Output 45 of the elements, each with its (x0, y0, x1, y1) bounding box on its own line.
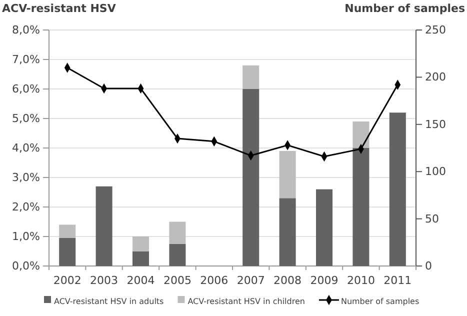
y2-tick-label: 150 (425, 118, 446, 131)
x-tick-label: 2002 (53, 274, 82, 287)
bar (316, 189, 333, 266)
legend-label: ACV-resistant HSV in children (188, 297, 305, 306)
y-axis-title: ACV-resistant HSV (2, 2, 116, 15)
y-tick-label: 4,0% (12, 142, 40, 155)
bar (279, 198, 296, 266)
y-tick-label: 3,0% (12, 171, 40, 184)
x-tick-label: 2010 (346, 274, 375, 287)
bar (132, 236, 150, 252)
y2-tick-label: 200 (425, 70, 446, 84)
x-tick-label: 2007 (236, 274, 265, 287)
bar (242, 65, 260, 89)
bar (59, 224, 76, 238)
y-tick-label: 8,0% (12, 24, 40, 37)
bar (352, 121, 370, 148)
legend-label: ACV-resistant HSV in adults (54, 297, 164, 306)
y2-axis-title: Number of samples (344, 2, 466, 15)
y2-tick-label: 0 (425, 260, 432, 273)
y-tick-label: 0,0% (12, 260, 40, 273)
bar (132, 251, 150, 266)
y-tick-label: 2,0% (12, 200, 40, 214)
y2-tick-label: 50 (425, 212, 439, 226)
x-tick-label: 2005 (163, 274, 192, 287)
bar (169, 244, 186, 266)
x-tick-label: 2011 (384, 274, 412, 287)
bar (169, 222, 186, 244)
x-tick-label: 2006 (200, 274, 228, 287)
x-tick-label: 2003 (90, 274, 118, 287)
y-tick-label: 5,0% (12, 112, 40, 126)
y-tick-label: 6,0% (12, 82, 40, 96)
x-tick-label: 2008 (274, 274, 302, 287)
bar (242, 89, 260, 266)
bar (352, 148, 370, 266)
y-tick-label: 7,0% (12, 53, 40, 66)
y2-tick-label: 100 (425, 165, 446, 178)
legend-label: Number of samples (340, 297, 420, 306)
x-tick-label: 2004 (126, 274, 155, 287)
y2-tick-label: 250 (425, 24, 446, 37)
bar (59, 238, 76, 266)
x-tick-label: 2009 (310, 274, 338, 287)
bar (389, 112, 406, 266)
bar (96, 186, 112, 266)
bar (279, 150, 296, 198)
y-tick-label: 1,0% (12, 230, 40, 244)
